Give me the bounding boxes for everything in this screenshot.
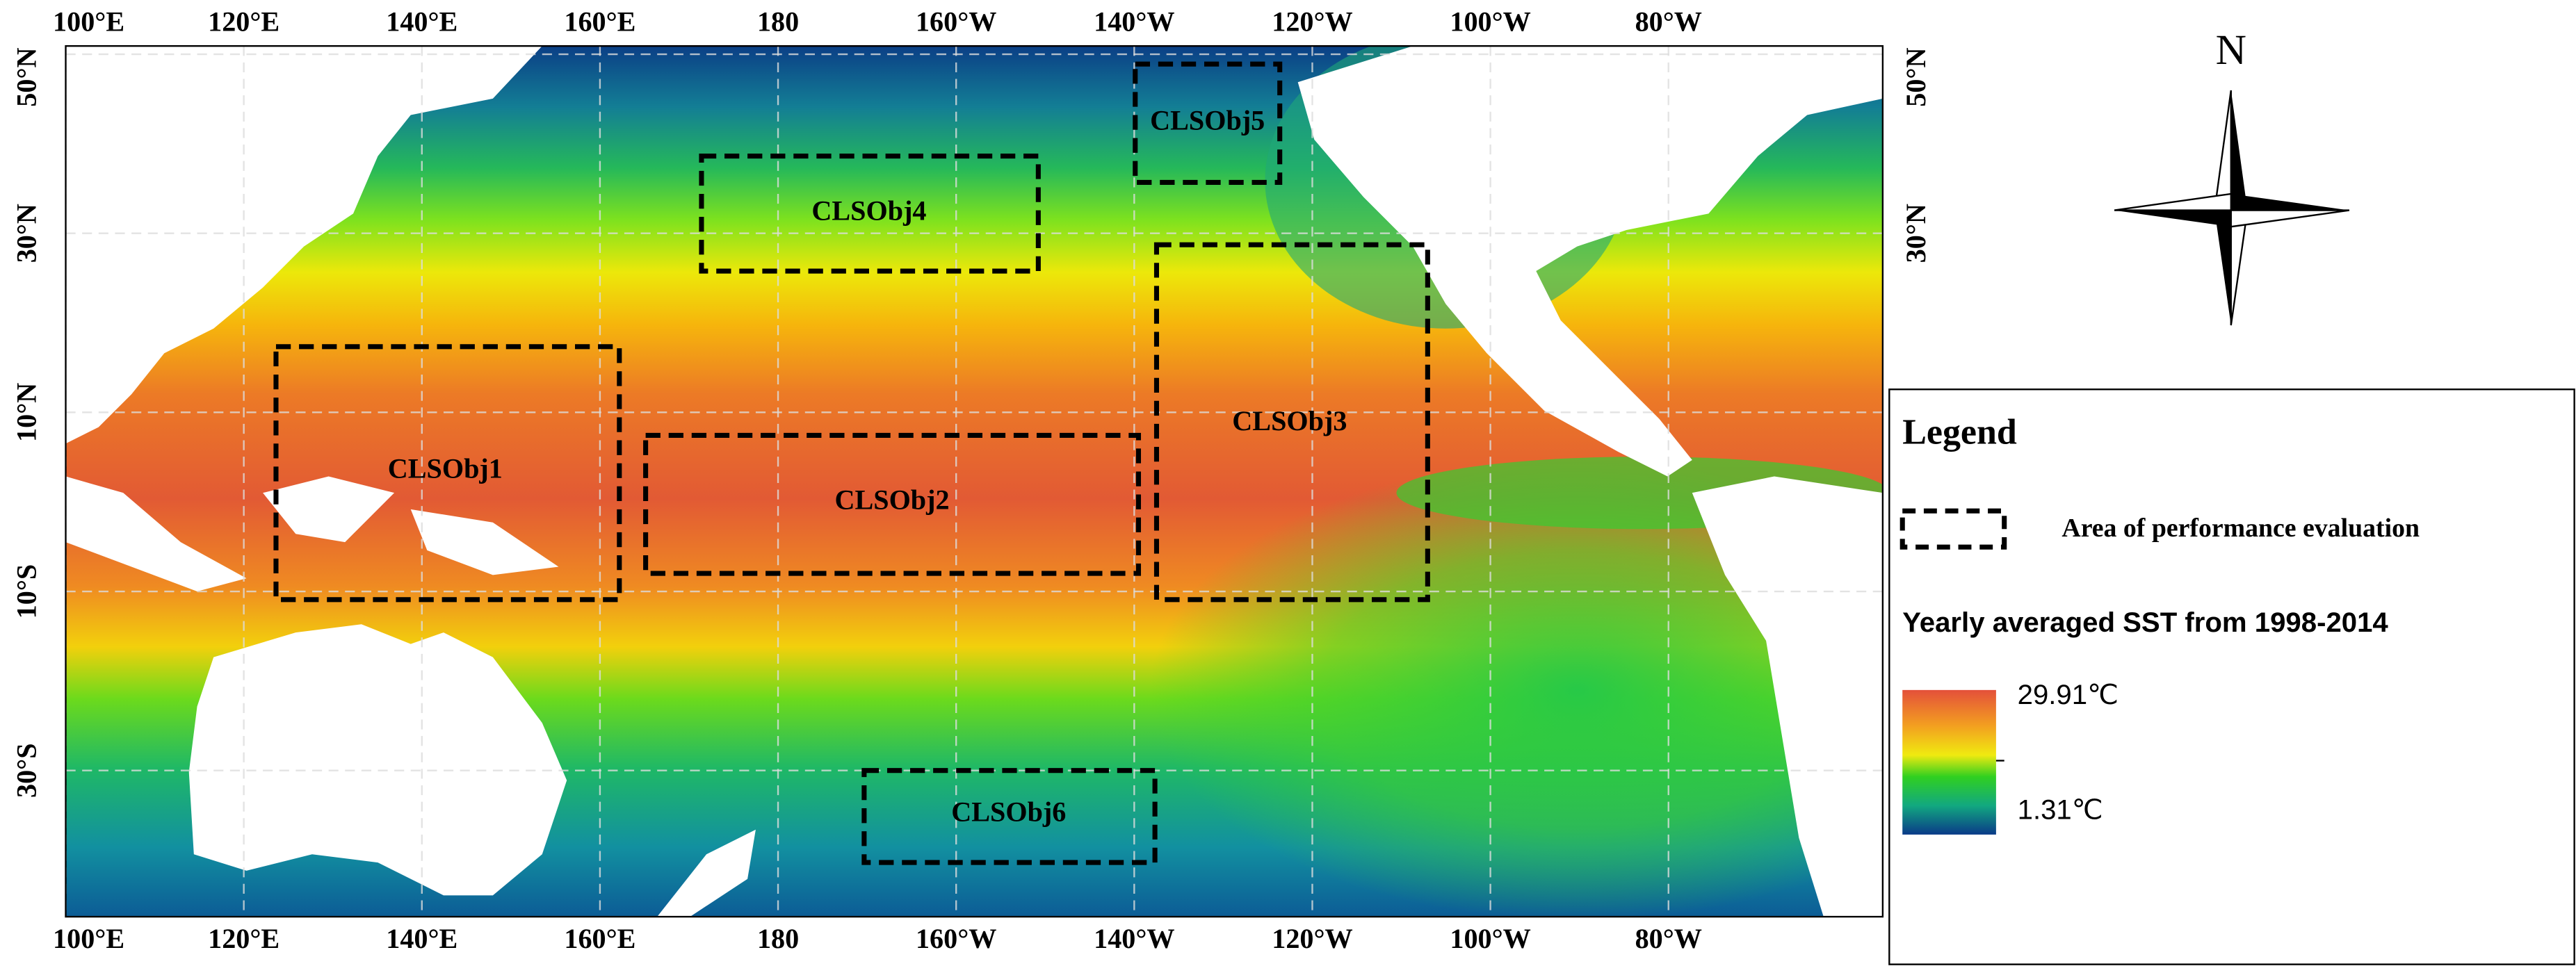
- left-lat-label: 50°N: [11, 47, 42, 106]
- left-lat-label: 10°S: [11, 564, 42, 619]
- land-australia: [188, 624, 567, 896]
- compass-arrow: [2114, 193, 2232, 211]
- bottom-lon-label: 180: [757, 923, 799, 954]
- bottom-lon-label: 100°E: [53, 923, 124, 954]
- compass-arrow: [2114, 210, 2231, 227]
- region-label: CLSObj5: [1150, 105, 1265, 136]
- bottom-lon-label: 140°E: [386, 923, 457, 954]
- map-area: CLSObj1 CLSObj2 CLSObj3 CLSObj4 CLSObj5 CLSOb…: [65, 46, 1883, 917]
- top-lon-label: 160°W: [916, 6, 996, 38]
- region-box: [643, 432, 1142, 576]
- land-indonesia: [65, 476, 247, 592]
- bottom-lon-label: 100°W: [1450, 923, 1530, 954]
- compass-arrow: [2214, 210, 2231, 326]
- top-lon-label: 80°W: [1635, 6, 1702, 38]
- top-lon-label: 120°E: [208, 6, 280, 38]
- region-label: CLSObj3: [1232, 405, 1347, 436]
- region-label: CLSObj1: [388, 453, 503, 484]
- compass: N: [2114, 26, 2350, 326]
- compass-arrow: [2230, 90, 2248, 211]
- colorbar-title: Yearly averaged SST from 1998-2014: [1902, 607, 2388, 638]
- cool-tongue: [1150, 460, 1883, 917]
- colorbar-min: 1.31℃: [2018, 794, 2103, 825]
- compass-arrow: [2230, 193, 2349, 211]
- colorbar: [1902, 689, 1996, 835]
- legend-entry: Area of performance evaluation: [2061, 514, 2420, 543]
- legend: Legend Area of performance evaluation Ye…: [1888, 388, 2575, 965]
- region-box: [699, 154, 1041, 274]
- left-lat-label: 30°S: [11, 743, 42, 798]
- land-asia: [65, 46, 542, 444]
- top-lon-label: 140°W: [1094, 6, 1174, 38]
- bottom-lon-label: 140°W: [1094, 923, 1174, 954]
- top-lon-label: 180: [757, 6, 799, 38]
- compass-label: N: [2216, 26, 2246, 74]
- land-north-america: [1297, 46, 1883, 477]
- legend-box: [1888, 388, 2575, 965]
- regions: CLSObj1 CLSObj2 CLSObj3 CLSObj4 CLSObj5 CLSOb…: [273, 61, 1430, 865]
- region-label: CLSObj2: [834, 484, 949, 516]
- region-box: [273, 344, 622, 603]
- region-label: CLSObj4: [811, 195, 926, 227]
- bottom-lon-label: 160°W: [916, 923, 996, 954]
- legend-swatch: [1899, 508, 2007, 550]
- bottom-lon-label: 80°W: [1635, 923, 1702, 954]
- top-lon-label: 100°W: [1450, 6, 1530, 38]
- left-lat-label: 10°N: [11, 383, 42, 442]
- top-lon-label: 160°E: [564, 6, 635, 38]
- legend-title: Legend: [1902, 412, 2017, 452]
- region-box: [1133, 61, 1283, 185]
- compass-arrow: [2230, 209, 2249, 326]
- right-lat-label: 30°N: [1900, 204, 1931, 263]
- right-lat-label: 50°N: [1900, 47, 1931, 106]
- region-label: CLSObj6: [951, 796, 1066, 828]
- compass-arrow: [2230, 209, 2350, 228]
- land-south-america: [1692, 476, 1883, 917]
- bottom-lon-label: 160°E: [564, 923, 635, 954]
- top-lon-label: 140°E: [386, 6, 457, 38]
- bottom-lon-label: 120°E: [208, 923, 280, 954]
- left-lat-label: 30°N: [11, 204, 42, 263]
- axis-labels: 100°E 120°E 140°E 160°E 180 160°W 140°W 120°W 10…: [11, 6, 1931, 954]
- colorbar-max: 29.91℃: [2018, 679, 2119, 710]
- land-new-guinea: [410, 509, 559, 575]
- top-lon-label: 120°W: [1272, 6, 1352, 38]
- map-frame: [65, 45, 1884, 918]
- region-box: [1153, 242, 1430, 603]
- land-new-zealand: [657, 829, 756, 917]
- region-box: [861, 768, 1158, 865]
- bottom-lon-label: 120°W: [1272, 923, 1352, 954]
- compass-arrow: [2213, 90, 2232, 211]
- top-lon-label: 100°E: [53, 6, 124, 38]
